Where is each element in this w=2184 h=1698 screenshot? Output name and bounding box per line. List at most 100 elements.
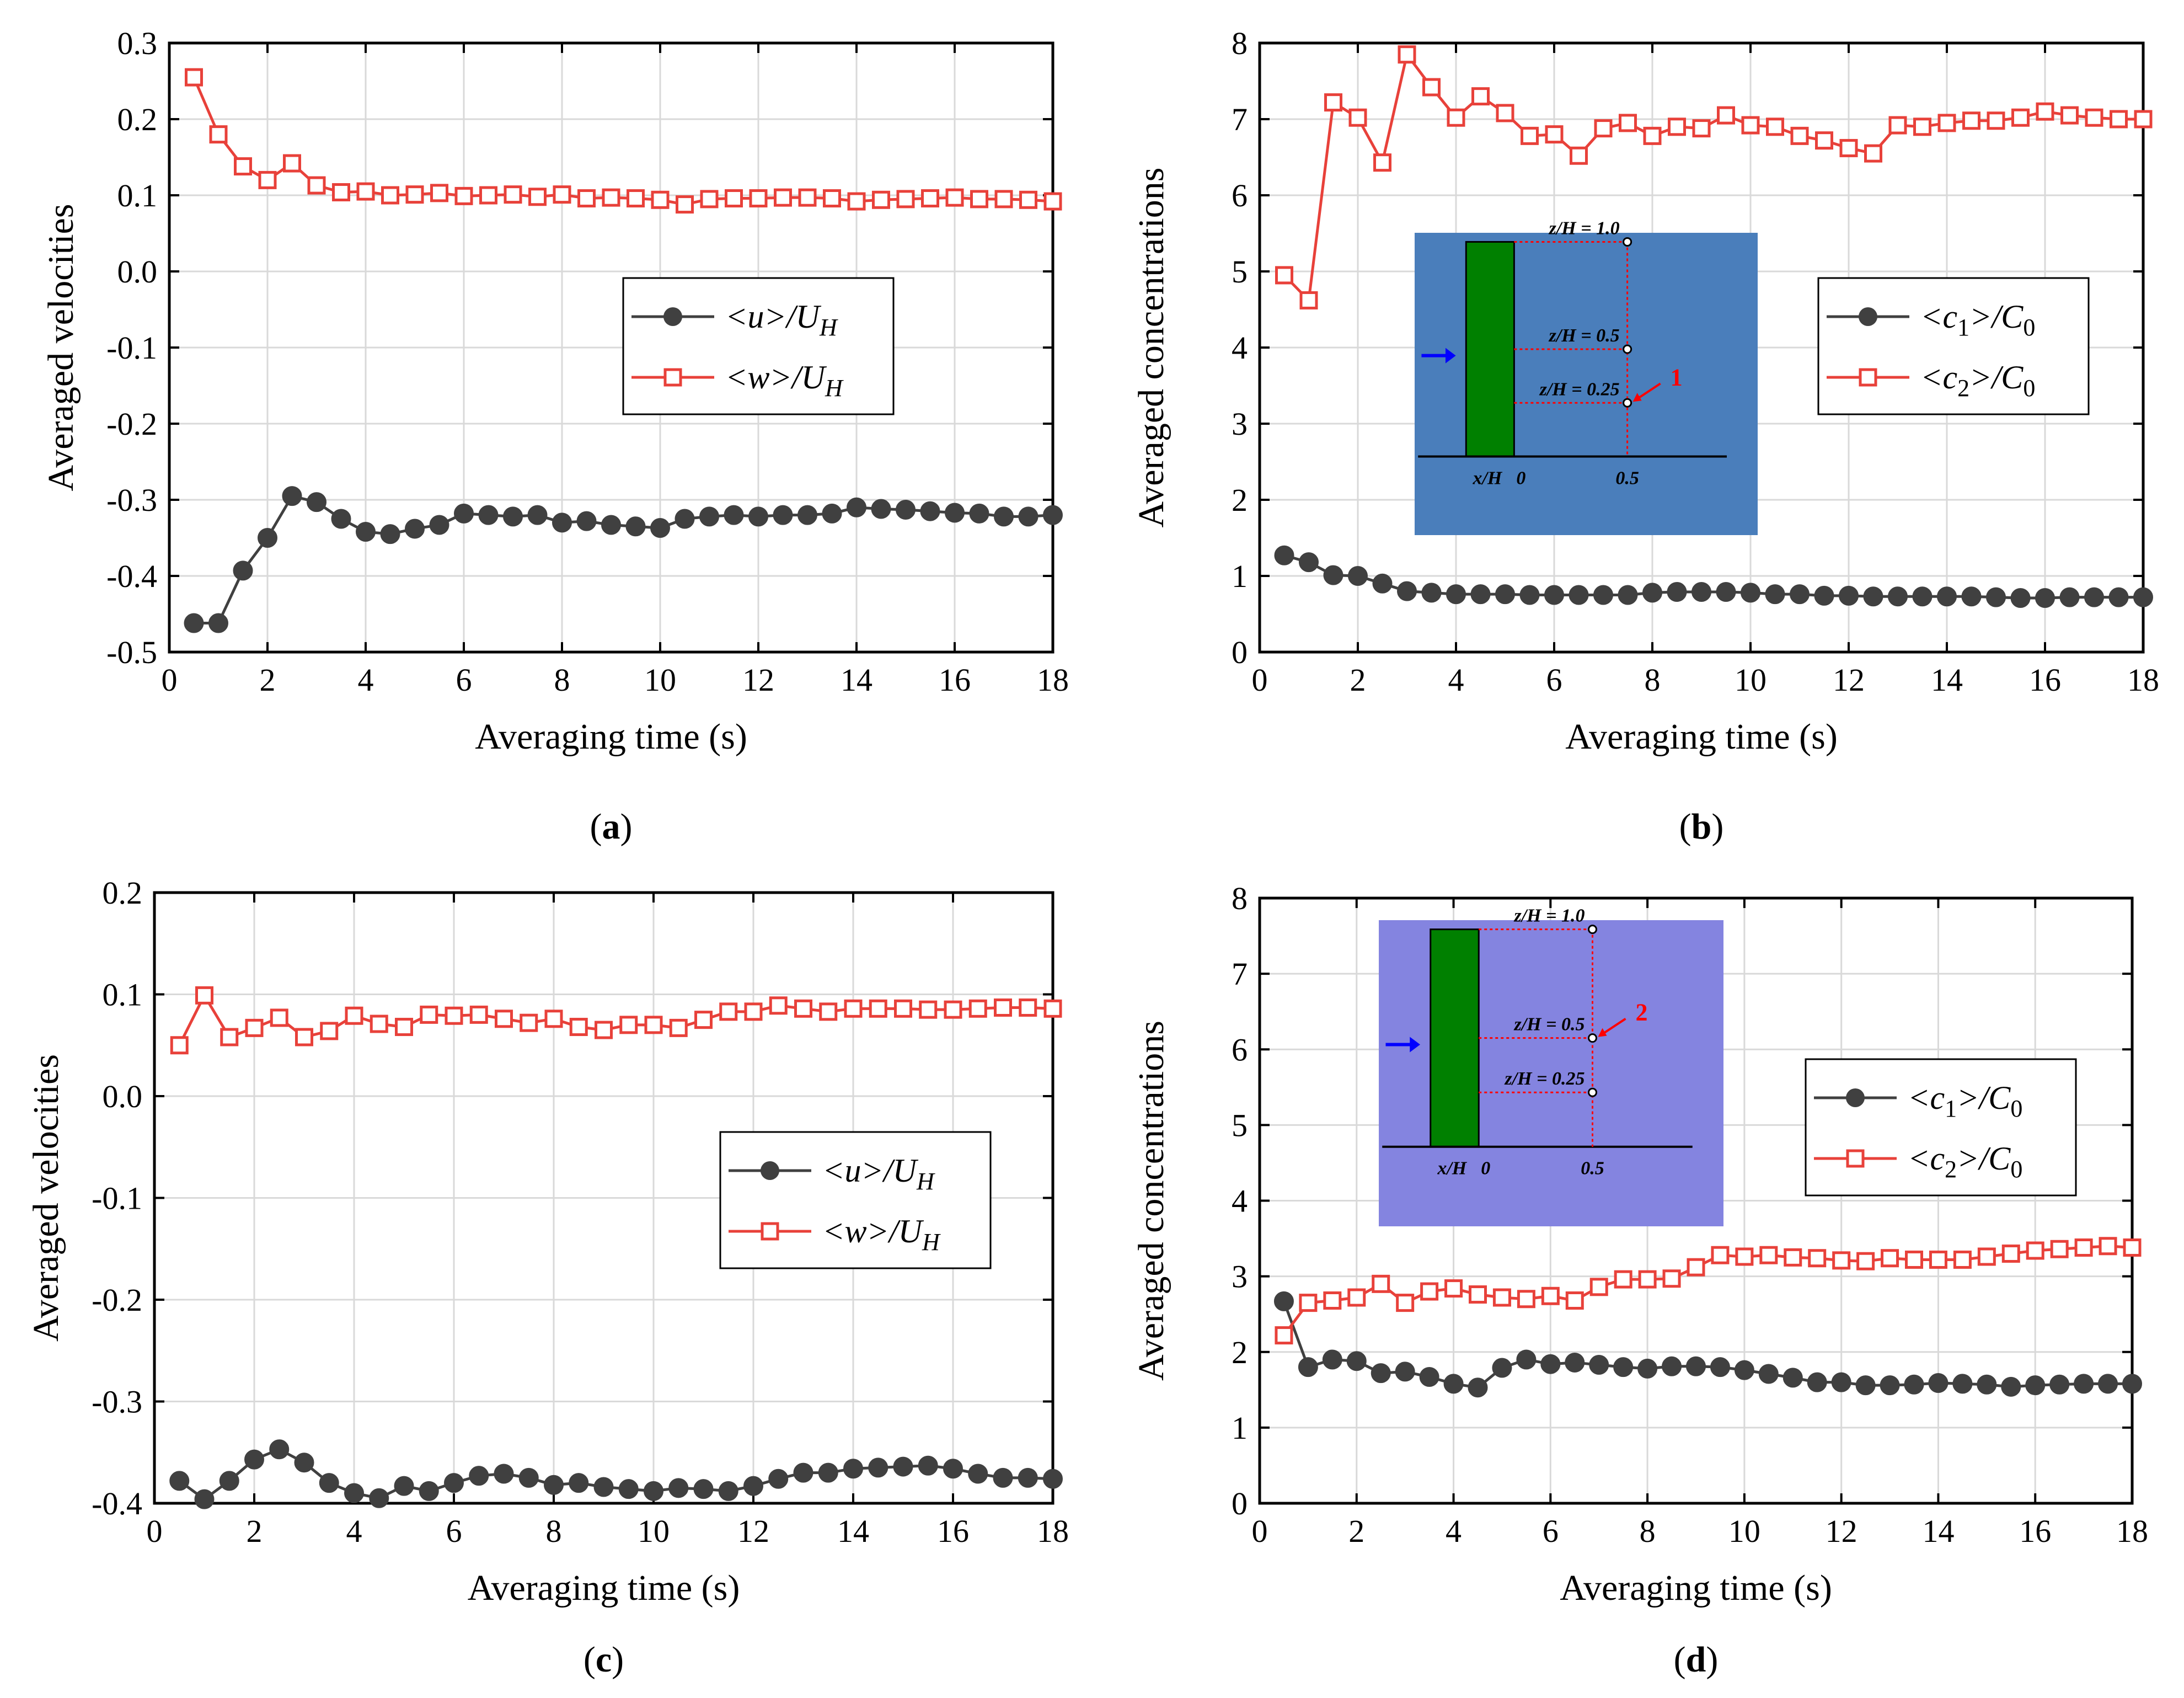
y-tick-label: 2	[1232, 1334, 1248, 1370]
data-point	[1759, 1246, 1778, 1264]
data-point	[1495, 584, 1515, 605]
inset-x-axis-label: x/H	[1472, 468, 1502, 489]
data-point	[1346, 1351, 1367, 1371]
series-1	[185, 68, 1062, 214]
x-tick-label: 0	[147, 1513, 163, 1549]
data-point	[208, 613, 228, 633]
x-tick-label: 8	[546, 1513, 562, 1549]
data-point	[1784, 1248, 1802, 1267]
y-tick-label: -0.5	[106, 634, 157, 670]
data-point	[847, 497, 866, 517]
data-point	[2110, 110, 2128, 129]
data-point	[1667, 581, 1687, 602]
data-point	[331, 509, 351, 529]
data-point	[209, 125, 228, 144]
x-tick-label: 18	[2127, 662, 2159, 698]
legend-box	[719, 1131, 992, 1269]
y-tick-label: -0.2	[106, 406, 157, 442]
y-axis-title: Averaged velocities	[41, 204, 81, 491]
data-point	[650, 518, 670, 538]
data-point	[2001, 1244, 2020, 1263]
data-point	[1613, 1357, 1634, 1377]
data-point	[769, 996, 788, 1015]
x-tick-label: 4	[346, 1513, 362, 1549]
data-point	[1589, 1278, 1608, 1296]
data-point	[244, 1449, 264, 1470]
data-point	[994, 998, 1012, 1017]
data-point	[1839, 138, 1858, 157]
x-axis-title: Averaging time (s)	[475, 717, 747, 757]
data-point	[774, 188, 792, 207]
data-point	[1856, 1252, 1875, 1270]
data-point	[269, 1439, 290, 1460]
data-point	[918, 1455, 938, 1476]
data-point	[1662, 1269, 1681, 1288]
data-point	[518, 1467, 539, 1488]
data-point	[1717, 106, 1735, 125]
data-point	[719, 1002, 738, 1021]
y-tick-label: 0	[1232, 634, 1248, 670]
building	[1430, 928, 1480, 1148]
y-tick-label: -0.3	[106, 482, 157, 518]
data-point	[345, 1006, 363, 1025]
data-point	[1618, 585, 1638, 605]
x-tick-label: 6	[1543, 1513, 1559, 1549]
legend-swatch-marker	[761, 1161, 779, 1180]
data-point	[1443, 1374, 1464, 1394]
data-point	[420, 1005, 438, 1024]
data-point	[1741, 116, 1760, 135]
legend-swatch-marker	[1859, 307, 1877, 326]
data-point	[793, 1462, 813, 1483]
legend-swatch-marker	[1846, 1149, 1865, 1168]
data-point	[1323, 565, 1343, 585]
data-point	[1519, 585, 1540, 605]
legend: <c1>/C0 <c2>/C0	[1817, 277, 2090, 415]
data-point	[1863, 586, 1883, 607]
data-point	[1881, 1249, 1899, 1268]
data-point	[868, 1457, 888, 1478]
data-point	[258, 170, 277, 189]
data-point	[294, 1453, 314, 1473]
data-point	[2049, 1374, 2070, 1395]
data-point	[234, 157, 252, 176]
data-point	[233, 560, 253, 581]
data-point	[1468, 1377, 1488, 1398]
data-point	[1372, 573, 1393, 594]
data-point	[945, 503, 965, 523]
x-tick-label: 0	[162, 662, 178, 698]
y-tick-label: 0.0	[117, 254, 158, 290]
data-point	[194, 1489, 215, 1509]
x-axis-title: Averaging time (s)	[1565, 717, 1838, 757]
x-tick-label: 18	[1037, 662, 1069, 698]
data-point	[2059, 587, 2080, 607]
legend-label: <c1>/C0	[1920, 298, 2035, 341]
inset-schematic: z/H = 1.0 z/H = 0.5 z/H = 0.25 1 x/H 0 0.5	[1415, 218, 1758, 535]
data-point	[896, 499, 916, 520]
data-point	[700, 190, 719, 209]
data-point	[994, 506, 1014, 527]
data-point	[819, 1002, 838, 1021]
data-point	[724, 505, 744, 525]
data-point	[295, 1028, 313, 1046]
data-point	[2085, 108, 2103, 127]
data-point	[2133, 587, 2153, 607]
x-tick-label: 0	[1252, 662, 1268, 698]
y-axis: 0 1 2 3 4 5 6 7 8	[1232, 25, 2143, 670]
data-point	[1397, 581, 1417, 601]
data-point	[1758, 1364, 1779, 1384]
data-point	[1735, 1247, 1754, 1266]
data-point	[195, 986, 213, 1005]
data-point	[744, 1002, 763, 1021]
x-tick-label: 16	[2029, 662, 2061, 698]
series-1	[170, 986, 1062, 1055]
data-point	[943, 1459, 963, 1479]
data-point	[380, 524, 400, 544]
data-point	[569, 1018, 588, 1037]
data-point	[1398, 45, 1416, 64]
data-point	[1299, 552, 1319, 573]
y-axis: -0.4 -0.3 -0.2 -0.1 0.0 0.1 0.2	[92, 875, 1053, 1521]
data-point	[503, 506, 523, 527]
probe-point	[1588, 1087, 1597, 1097]
probe-level-label: z/H = 0.5	[1549, 325, 1620, 346]
